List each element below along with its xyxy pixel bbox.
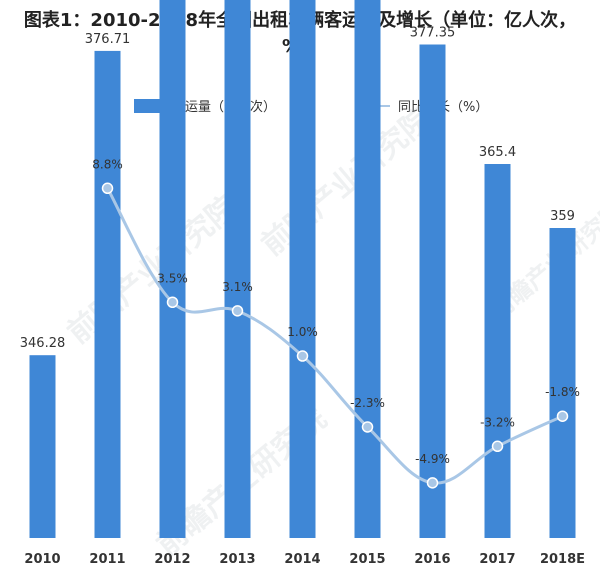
bar-2011 <box>94 50 121 539</box>
bar-2010 <box>29 355 56 538</box>
growth-point-2013 <box>231 305 244 317</box>
bar-2018E <box>549 228 576 538</box>
x-tick-label-2013: 2013 <box>219 552 255 567</box>
x-tick-label-2011: 2011 <box>89 552 125 567</box>
growth-point-2015 <box>361 421 374 433</box>
bar-value-label-2011: 376.71 <box>85 32 131 47</box>
bar-2017 <box>484 164 511 538</box>
x-tick-label-2017: 2017 <box>479 552 515 567</box>
growth-label-2011: 8.8% <box>92 157 123 171</box>
bar-2016 <box>419 44 446 538</box>
x-tick-label-2015: 2015 <box>349 552 385 567</box>
legend-bar-swatch <box>134 98 164 113</box>
growth-point-2017 <box>491 440 504 453</box>
bar-2014 <box>289 0 316 538</box>
x-tick-label-2010: 2010 <box>24 552 60 567</box>
x-tick-label-2014: 2014 <box>284 552 320 567</box>
bar-value-label-2018E: 359 <box>550 209 575 224</box>
growth-point-2016 <box>426 477 439 489</box>
bar-2013 <box>224 0 251 539</box>
x-tick-label-2016: 2016 <box>414 552 450 567</box>
growth-point-2012 <box>166 296 179 308</box>
growth-point-2018E <box>556 410 569 422</box>
growth-label-2014: 1.0% <box>287 325 318 339</box>
bar-value-label-2010: 346.28 <box>20 336 66 351</box>
growth-point-2014 <box>296 350 309 362</box>
growth-label-2016: -4.9% <box>415 452 450 466</box>
growth-label-2012: 3.5% <box>157 271 188 285</box>
growth-label-2017: -3.2% <box>480 415 515 429</box>
bar-value-label-2016: 377.35 <box>410 26 456 41</box>
x-tick-label-2012: 2012 <box>154 552 190 567</box>
growth-label-2018E: -1.8% <box>545 385 580 399</box>
bar-2015 <box>354 0 381 538</box>
growth-label-2015: -2.3% <box>350 396 385 410</box>
growth-label-2013: 3.1% <box>222 280 253 294</box>
bar-value-label-2017: 365.4 <box>479 145 516 160</box>
x-tick-label-2018E: 2018E <box>540 552 585 567</box>
growth-point-2011 <box>101 182 114 195</box>
bar-2012 <box>159 0 186 538</box>
